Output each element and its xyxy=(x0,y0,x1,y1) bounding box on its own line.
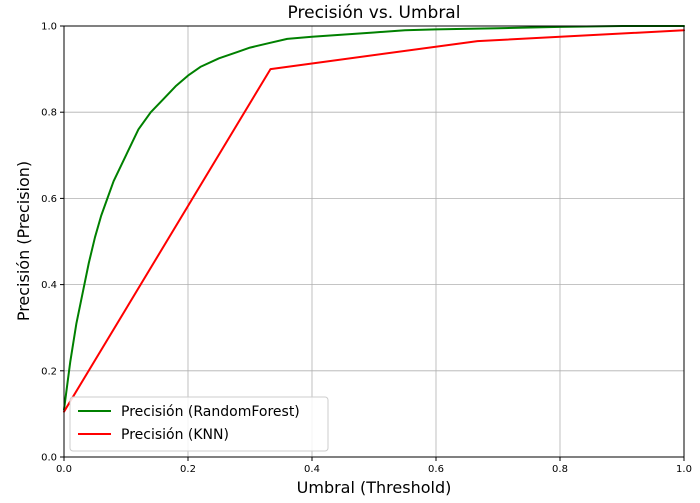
legend-label-knn: Precisión (KNN) xyxy=(121,427,229,443)
series-line-randomforest xyxy=(63,25,685,411)
x-axis-label: Umbral (Threshold) xyxy=(297,478,452,497)
y-tick-label: 0.2 xyxy=(41,366,57,377)
x-tick-label: 0.4 xyxy=(304,464,320,475)
x-tick-label: 0.0 xyxy=(56,464,72,475)
x-tick-label: 0.2 xyxy=(180,464,196,475)
x-axis-ticks: 0.0 0.2 0.4 0.6 0.8 1.0 xyxy=(56,457,692,475)
y-tick-label: 0.4 xyxy=(41,280,57,291)
x-tick-label: 1.0 xyxy=(676,464,692,475)
y-axis-ticks: 0.0 0.2 0.4 0.6 0.8 1.0 xyxy=(41,22,64,464)
y-tick-label: 0.6 xyxy=(41,194,57,205)
x-tick-label: 0.8 xyxy=(552,464,568,475)
x-tick-label: 0.6 xyxy=(428,464,444,475)
chart-title: Precisión vs. Umbral xyxy=(288,3,461,23)
y-axis-label: Precisión (Precision) xyxy=(14,161,33,321)
y-tick-label: 1.0 xyxy=(41,22,57,33)
y-tick-label: 0.8 xyxy=(41,108,57,119)
series-layer xyxy=(63,25,685,413)
plot-frame xyxy=(63,25,685,458)
legend-label-randomforest: Precisión (RandomForest) xyxy=(121,404,300,420)
grid xyxy=(63,25,685,458)
y-tick-label: 0.0 xyxy=(41,453,57,464)
legend: Precisión (RandomForest) Precisión (KNN) xyxy=(69,396,329,452)
legend-box xyxy=(69,396,329,452)
series-line-knn xyxy=(63,29,685,413)
